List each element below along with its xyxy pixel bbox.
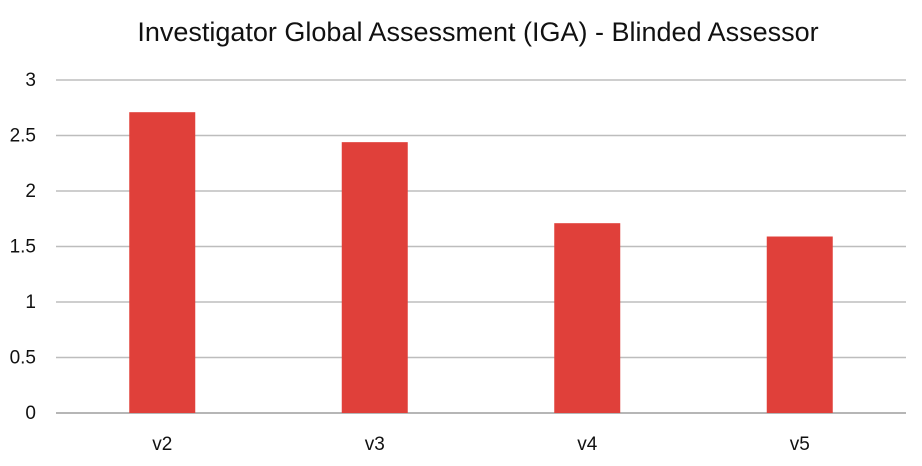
- y-tick-label: 3: [25, 70, 36, 91]
- y-tick-label: 1: [25, 292, 36, 313]
- bar-v2: [129, 112, 196, 413]
- y-tick-label: 0.5: [10, 348, 36, 369]
- bar-v4: [554, 223, 621, 413]
- y-tick-label: 2: [25, 181, 36, 202]
- y-tick-label: 2.5: [10, 126, 36, 147]
- x-tick-label-v2: v2: [152, 434, 172, 455]
- chart-title: Investigator Global Assessment (IGA) - B…: [137, 17, 818, 47]
- gridlines: [56, 79, 906, 414]
- y-axis-tick-labels: 0 0.5 1 1.5 2 2.5 3: [10, 70, 36, 424]
- y-tick-label: 1.5: [10, 237, 36, 258]
- bar-v3: [341, 142, 408, 413]
- y-tick-label: 0: [25, 403, 36, 424]
- bar-v5: [766, 236, 833, 413]
- bars: [129, 112, 833, 413]
- x-tick-label-v5: v5: [790, 434, 810, 455]
- x-tick-label-v4: v4: [577, 434, 598, 455]
- x-axis-tick-labels: v2 v3 v4 v5: [152, 434, 810, 455]
- x-tick-label-v3: v3: [365, 434, 385, 455]
